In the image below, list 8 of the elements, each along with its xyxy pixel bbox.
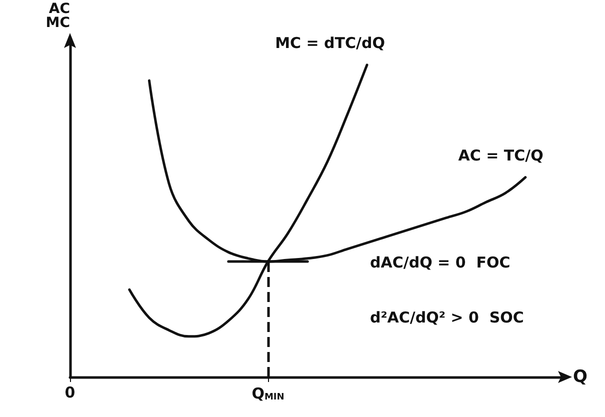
series-label: MC = dTC/dQ — [275, 34, 385, 52]
x-tick-label: 0 — [64, 384, 76, 402]
series-label: AC = TC/Q — [458, 146, 544, 164]
annotation: d²AC/dQ² > 0 SOC — [370, 308, 524, 326]
y-axis-title: AC MC — [46, 1, 70, 31]
annotation: dAC/dQ = 0 FOC — [370, 254, 510, 272]
x-axis-title: Q — [573, 367, 588, 387]
x-tick-label: QMIN — [252, 384, 284, 402]
